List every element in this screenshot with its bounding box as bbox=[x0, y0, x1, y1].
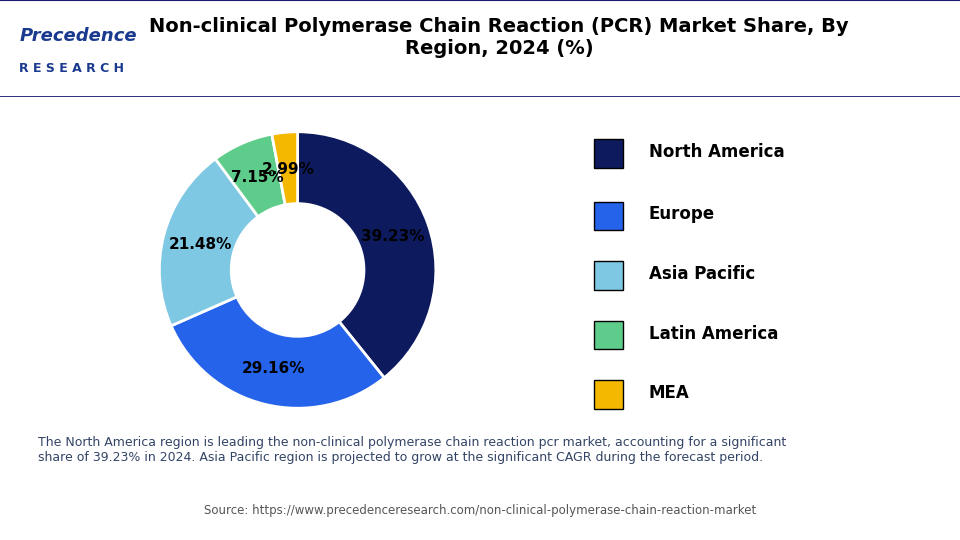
Text: Source: https://www.precedenceresearch.com/non-clinical-polymerase-chain-reactio: Source: https://www.precedenceresearch.c… bbox=[204, 504, 756, 517]
Text: 7.15%: 7.15% bbox=[230, 170, 283, 185]
Text: 29.16%: 29.16% bbox=[242, 361, 305, 375]
Wedge shape bbox=[159, 159, 258, 326]
FancyBboxPatch shape bbox=[594, 381, 623, 409]
Text: 21.48%: 21.48% bbox=[168, 237, 231, 252]
Text: North America: North America bbox=[649, 143, 784, 161]
Text: The North America region is leading the non-clinical polymerase chain reaction p: The North America region is leading the … bbox=[37, 436, 786, 464]
Text: R E S E A R C H: R E S E A R C H bbox=[19, 62, 124, 75]
FancyBboxPatch shape bbox=[594, 261, 623, 289]
FancyBboxPatch shape bbox=[594, 202, 623, 230]
Text: 2.99%: 2.99% bbox=[262, 162, 315, 177]
Wedge shape bbox=[215, 134, 285, 217]
Wedge shape bbox=[272, 132, 298, 205]
Text: Europe: Europe bbox=[649, 206, 715, 224]
Text: Latin America: Latin America bbox=[649, 325, 779, 342]
Wedge shape bbox=[171, 297, 384, 408]
Text: Precedence: Precedence bbox=[19, 27, 137, 45]
Text: Non-clinical Polymerase Chain Reaction (PCR) Market Share, By
Region, 2024 (%): Non-clinical Polymerase Chain Reaction (… bbox=[150, 17, 849, 58]
Text: MEA: MEA bbox=[649, 384, 689, 402]
Wedge shape bbox=[298, 132, 436, 378]
FancyBboxPatch shape bbox=[594, 321, 623, 349]
FancyBboxPatch shape bbox=[594, 139, 623, 167]
Text: Asia Pacific: Asia Pacific bbox=[649, 265, 756, 283]
Text: 39.23%: 39.23% bbox=[361, 229, 424, 244]
